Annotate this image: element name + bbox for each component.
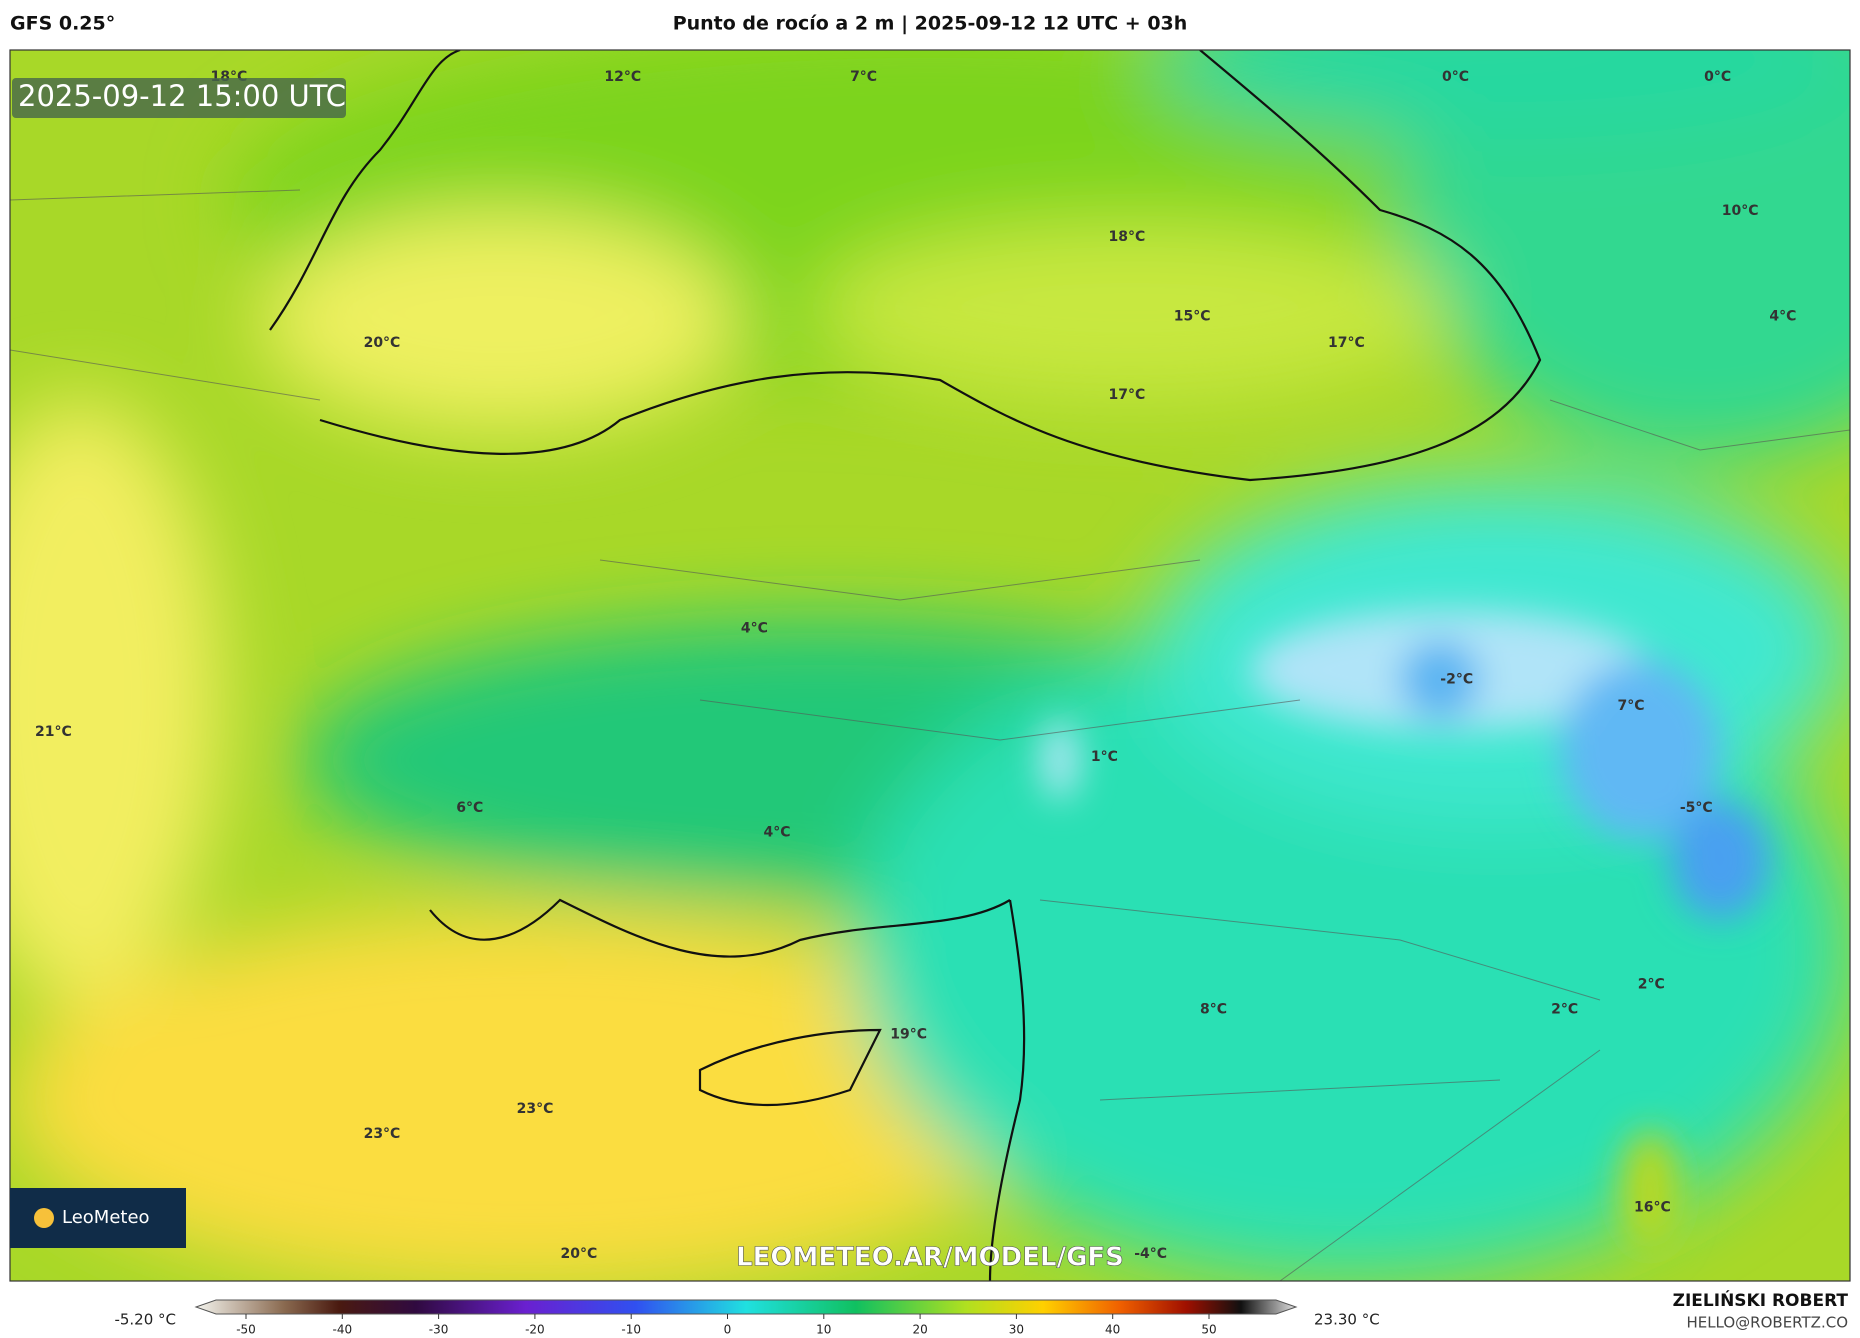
colorbar xyxy=(194,1299,1298,1315)
temp-label: 6°C xyxy=(456,800,483,816)
temp-label: 21°C xyxy=(35,724,72,740)
temp-label: 23°C xyxy=(364,1126,401,1142)
temp-label: 17°C xyxy=(1109,387,1146,403)
time-badge xyxy=(12,78,346,118)
temp-label: -4°C xyxy=(1134,1246,1167,1262)
temp-label: 19°C xyxy=(890,1026,927,1042)
temp-label: 4°C xyxy=(741,621,768,637)
colorbar-tick-label: 10 xyxy=(816,1323,831,1337)
colorbar-tick-label: -40 xyxy=(332,1323,352,1337)
temp-label: 23°C xyxy=(517,1101,554,1117)
temp-label: 1°C xyxy=(1091,749,1118,765)
temp-label: -2°C xyxy=(1440,672,1473,688)
temp-label: 4°C xyxy=(763,825,790,841)
temp-label: 0°C xyxy=(1442,69,1469,85)
temp-label: 2°C xyxy=(1551,1001,1578,1017)
temp-label: 15°C xyxy=(1174,309,1211,325)
temp-label: 2°C xyxy=(1638,977,1665,993)
temp-label: 18°C xyxy=(1109,229,1146,245)
temp-label: -5°C xyxy=(1680,800,1713,816)
map-frame xyxy=(9,49,1851,1282)
colorbar-max: 23.30 °C xyxy=(1314,1311,1380,1329)
author: ZIELIŃSKI ROBERT xyxy=(1673,1289,1849,1311)
colorbar-tick-label: 50 xyxy=(1201,1323,1216,1337)
colorbar-tick-label: 30 xyxy=(1009,1323,1024,1337)
temp-label: 10°C xyxy=(1722,203,1759,219)
map-field xyxy=(10,50,1850,1281)
colorbar-tick-label: -30 xyxy=(429,1323,449,1337)
temp-label: 0°C xyxy=(1704,69,1731,85)
logo-sun xyxy=(34,1208,54,1228)
colorbar-tick-label: 0 xyxy=(724,1323,732,1337)
watermark: LEOMETEO.AR/MODEL/GFS xyxy=(736,1243,1124,1273)
logo-text: LeoMeteo xyxy=(62,1207,150,1228)
temp-label: 8°C xyxy=(1200,1001,1227,1017)
colorbar-tick-label: 40 xyxy=(1105,1323,1120,1337)
colorbar-tick-label: 20 xyxy=(912,1323,927,1337)
temp-label: 12°C xyxy=(604,69,641,85)
temp-label: 4°C xyxy=(1769,309,1796,325)
temp-label: 17°C xyxy=(1328,335,1365,351)
model-name: GFS 0.25° xyxy=(10,13,115,35)
colorbar-tick-label: -10 xyxy=(621,1323,641,1337)
temp-label: 7°C xyxy=(1618,698,1645,714)
temp-label: 20°C xyxy=(364,335,401,351)
colorbar-min: -5.20 °C xyxy=(114,1311,176,1329)
email: HELLO@ROBERTZ.CO xyxy=(1686,1314,1848,1332)
temp-label: 7°C xyxy=(850,69,877,85)
map-title: Punto de rocío a 2 m | 2025-09-12 12 UTC… xyxy=(673,13,1188,35)
colorbar-tick-label: -20 xyxy=(525,1323,545,1337)
temp-label: 20°C xyxy=(560,1246,597,1262)
colorbar-ticks: -50 -40 -30 -20 -10 0 10 20 30 40 50 xyxy=(236,1314,1217,1337)
colorbar-tick-label: -50 xyxy=(236,1323,256,1337)
map-labels: 18°C 12°C 7°C 0°C 0°C10°C18°C15°C17°C4°C20°C… xyxy=(35,69,1796,1262)
valid-time: 2025-09-12 15:00 UTC xyxy=(18,79,346,113)
temp-label: 16°C xyxy=(1634,1200,1671,1216)
